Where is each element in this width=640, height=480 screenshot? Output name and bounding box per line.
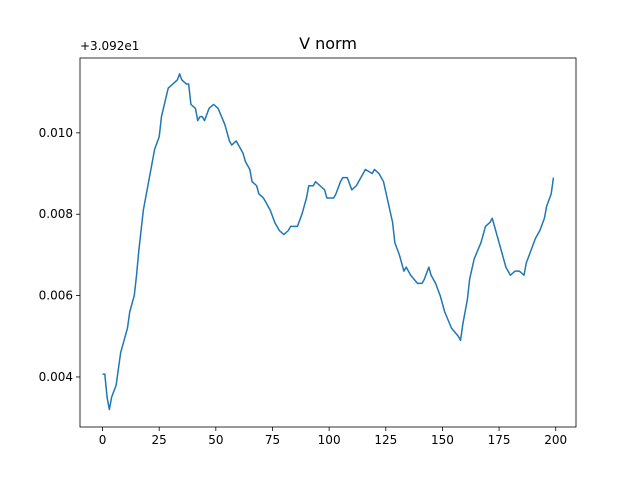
chart-title: V norm xyxy=(299,34,357,53)
y-offset-label: +3.092e1 xyxy=(80,39,139,53)
x-tick-label: 125 xyxy=(374,433,397,447)
axes-frame xyxy=(79,57,577,428)
y-tick-label: 0.010 xyxy=(39,126,73,140)
x-tick-label: 175 xyxy=(488,433,511,447)
x-tick-label: 75 xyxy=(265,433,280,447)
x-tick-label: 0 xyxy=(99,433,107,447)
x-tick-label: 150 xyxy=(431,433,454,447)
x-tick-label: 100 xyxy=(318,433,341,447)
x-tick-label: 25 xyxy=(152,433,167,447)
y-tick-label: 0.004 xyxy=(39,370,73,384)
x-tick-label: 50 xyxy=(208,433,223,447)
data-line xyxy=(102,73,555,411)
y-tick-label: 0.008 xyxy=(39,207,73,221)
y-tick-label: 0.006 xyxy=(39,289,73,303)
x-tick-label: 200 xyxy=(544,433,567,447)
